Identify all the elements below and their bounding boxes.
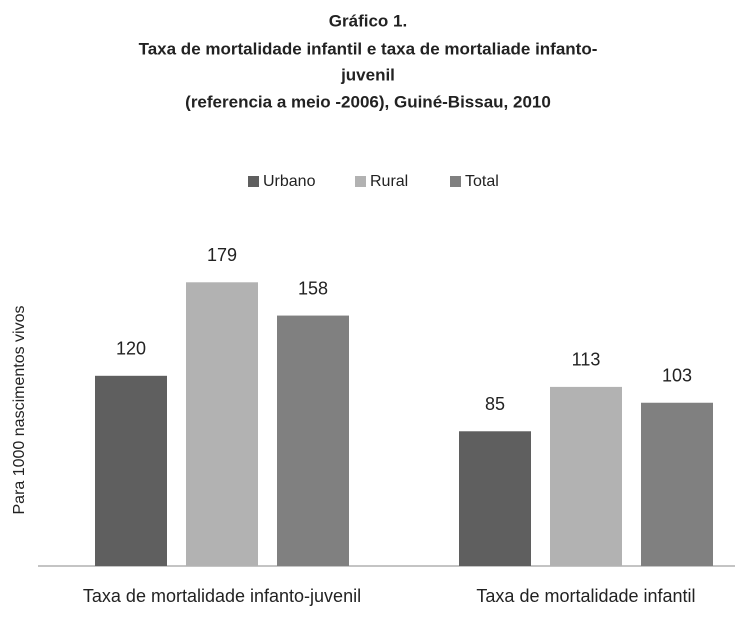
bar [550,386,622,566]
bar [95,375,167,566]
bar [641,402,713,566]
legend-swatch [355,176,366,187]
y-axis-label: Para 1000 nascimentos vivos [11,306,28,515]
x-tick-label: Taxa de mortalidade infanto-juvenil [83,586,361,606]
bar [459,431,531,566]
data-label: 103 [662,365,692,385]
chart-title: juvenil [340,65,395,84]
chart-title: Taxa de mortalidade infantil e taxa de m… [139,39,598,58]
data-label: 85 [485,394,505,414]
legend-label: Total [465,173,499,190]
data-label: 113 [572,350,601,370]
legend-swatch [450,176,461,187]
legend-swatch [248,176,259,187]
bar [277,315,349,566]
data-label: 158 [298,278,328,298]
data-label: 179 [207,245,237,265]
bar [186,282,258,566]
legend-label: Urbano [263,173,316,190]
legend-label: Rural [370,173,408,190]
x-tick-label: Taxa de mortalidade infantil [476,586,695,606]
chart-title: (referencia a meio -2006), Guiné-Bissau,… [185,92,551,111]
data-label: 120 [116,339,146,359]
chart-title: Gráfico 1. [329,11,407,30]
